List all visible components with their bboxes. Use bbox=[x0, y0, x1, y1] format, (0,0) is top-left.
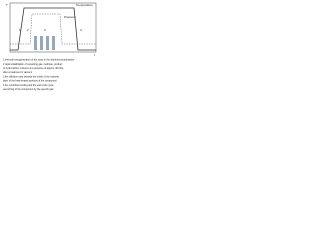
note-line: quenching of the component by the quench… bbox=[3, 88, 54, 91]
background bbox=[0, 0, 100, 95]
note-line: after a treatment in vacuum bbox=[3, 71, 32, 74]
region-label: 4 bbox=[80, 28, 82, 32]
note-line: or hydrocarbon mixtures at a pressure of… bbox=[3, 67, 64, 70]
temperature-curve bbox=[10, 7, 96, 51]
figure: T t Temperature Pressure 1 2 3 4 1 therm… bbox=[0, 0, 100, 95]
pulse bbox=[52, 36, 55, 50]
pulse bbox=[46, 36, 49, 50]
pressure-curve bbox=[10, 13, 96, 45]
curve-label: Temperature bbox=[76, 3, 93, 7]
pulse bbox=[40, 36, 43, 50]
note-line: layer of the heat-treated portions of th… bbox=[3, 80, 57, 83]
region-label: 3 bbox=[44, 28, 46, 32]
x-axis-label: t bbox=[94, 53, 95, 57]
plot-frame bbox=[9, 2, 97, 53]
note-line: 2 rapid volatilization of remaining gas,… bbox=[3, 63, 63, 66]
note-line: 1 thermal homogenization of the room in … bbox=[3, 59, 75, 62]
notes: 1 thermal homogenization of the room in … bbox=[3, 59, 75, 91]
y-axis-label: T bbox=[6, 3, 8, 7]
curve-label: Pressure bbox=[64, 15, 76, 19]
note-line: 3 the diffusion step towards the inside … bbox=[3, 75, 59, 78]
region-label: 1 bbox=[19, 28, 21, 32]
region-label: 2 bbox=[27, 28, 29, 32]
pulse bbox=[34, 36, 37, 50]
note-line: 4 the controlled cooling and the end of … bbox=[3, 84, 54, 87]
